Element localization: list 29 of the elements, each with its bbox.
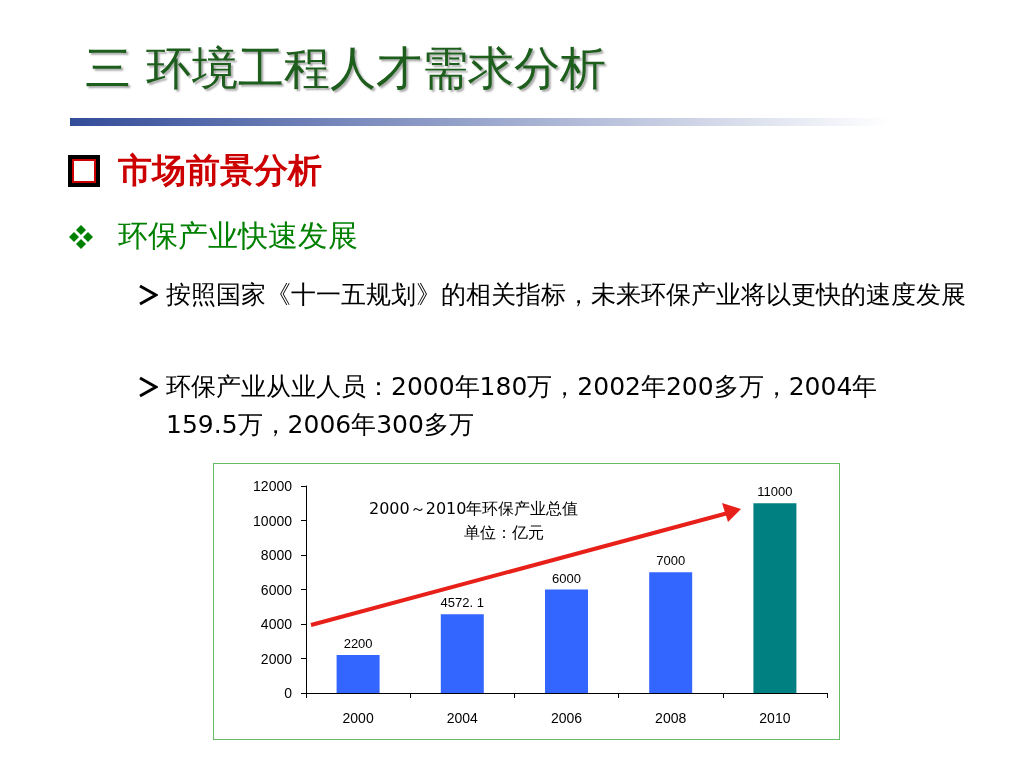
- bar: [753, 503, 797, 693]
- x-tick-label: 2000: [342, 710, 374, 726]
- y-tick-label: 10000: [253, 512, 293, 529]
- annotation: 2000～2010年环保产业总值: [369, 498, 579, 518]
- data-label: 11000: [757, 484, 793, 500]
- bar: [649, 572, 693, 693]
- x-tick-label: 2010: [759, 710, 791, 726]
- text: 环保产业从业人员：2000年180万，2002年200多万，2004年159.5万，2006年300多万: [166, 371, 879, 441]
- x-tick-label: 2004: [446, 710, 479, 726]
- annotation: 单位：亿元: [464, 522, 544, 542]
- x-tick-label: 2006: [550, 710, 583, 726]
- data-label: 6000: [552, 570, 581, 586]
- y-tick-label: 2000: [260, 650, 293, 667]
- bar: [545, 589, 588, 693]
- y-tick-label: 6000: [260, 581, 293, 598]
- bar: [440, 614, 484, 693]
- text: 按照国家《十一五规划》的相关指标，未来环保产业将以更快的速度发展: [166, 279, 967, 311]
- y-tick-label: 4000: [260, 616, 293, 632]
- y-tick-label: 8000: [260, 547, 293, 563]
- data-label: 7000: [656, 553, 686, 569]
- x-tick-label: 2008: [655, 710, 687, 726]
- chart-subtitle: 市场前景分析: [118, 149, 322, 192]
- data-label: 4572. 1: [440, 595, 484, 611]
- data-label: 2200: [343, 636, 373, 652]
- y-tick-label: 12000: [253, 478, 293, 494]
- text: 环保产业快速发展: [118, 217, 358, 255]
- bar: [336, 655, 380, 693]
- chart-title: 三 环境工程人才需求分析: [85, 40, 606, 97]
- y-tick-label: 0: [284, 685, 293, 701]
